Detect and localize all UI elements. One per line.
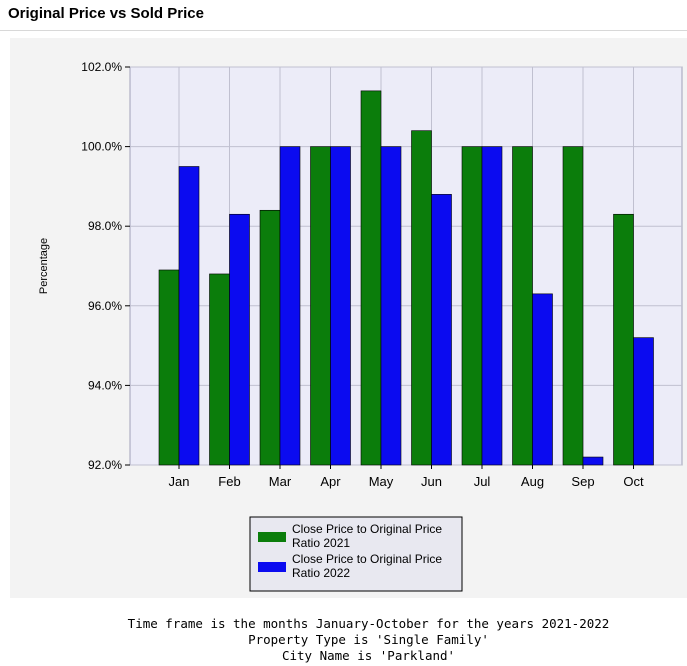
legend-swatch-2022 [258,562,286,572]
footnote-city: City Name is 'Parkland' [281,648,456,663]
footnotes: Time frame is the months January-October… [0,616,687,664]
legend-label-2021-line2: Ratio 2021 [292,536,350,550]
bar-2021-jun [411,130,432,466]
x-axis-ticks: Jan Feb Mar Apr May Jun Jul Aug Sep Oct [169,465,644,489]
bars-group [158,90,654,466]
bar-2022-jul [481,146,503,466]
bar-2022-jun [431,194,452,466]
bar-2022-jan [178,166,200,466]
legend-box [249,516,463,592]
bar-chart: 102.0% 100.0% 98.0% 96.0% 94.0% 92.0% Jan Feb M… [38,60,683,592]
bar-2022-apr [330,146,351,466]
y-tick-label: 92.0% [88,458,122,472]
bar-2022-feb [229,213,250,466]
y-tick-label: 102.0% [81,60,122,74]
bar-2021-aug [512,146,533,466]
bar-2021-jul [461,146,483,466]
y-tick-label: 100.0% [81,140,122,154]
header-bar: Original Price vs Sold Price [0,0,687,31]
y-tick-label: 94.0% [88,378,122,392]
bar-2022-mar [279,146,301,466]
y-tick-label: 96.0% [88,299,122,313]
x-tick-label: May [369,474,394,489]
x-tick-label: Mar [269,474,292,489]
footnote-property-type: Property Type is 'Single Family' [248,632,489,647]
x-tick-label: Oct [623,474,644,489]
footnote-timeframe: Time frame is the months January-October… [127,616,610,631]
bar-2021-mar [259,209,281,466]
bar-2021-sep [562,146,584,466]
bar-2022-may [380,146,402,466]
legend-label-2022-line1: Close Price to Original Price [292,552,442,566]
y-axis-ticks: 102.0% 100.0% 98.0% 96.0% 94.0% 92.0% [81,60,130,472]
x-tick-label: Feb [218,474,240,489]
x-tick-label: Sep [571,474,594,489]
bar-2022-sep [582,456,604,466]
page-title: Original Price vs Sold Price [8,5,204,22]
legend-label-2021-line1: Close Price to Original Price [292,522,442,536]
bar-2021-may [360,90,382,466]
bar-2021-jan [158,269,180,466]
legend-swatch-2021 [258,532,286,542]
y-axis-label: Percentage [38,238,50,294]
legend: Close Price to Original Price Ratio 2021… [249,516,463,592]
bar-2022-aug [532,293,553,466]
x-tick-label: Jun [421,474,442,489]
legend-label-2022-line2: Ratio 2022 [292,566,350,580]
bar-2021-oct [613,213,634,466]
x-tick-label: Jan [169,474,190,489]
x-tick-label: Jul [474,474,491,489]
x-tick-label: Aug [521,474,544,489]
x-tick-label: Apr [320,474,341,489]
y-tick-label: 98.0% [88,219,122,233]
bar-2022-oct [633,337,654,466]
bar-2021-feb [209,273,230,466]
bar-2021-apr [310,146,331,466]
